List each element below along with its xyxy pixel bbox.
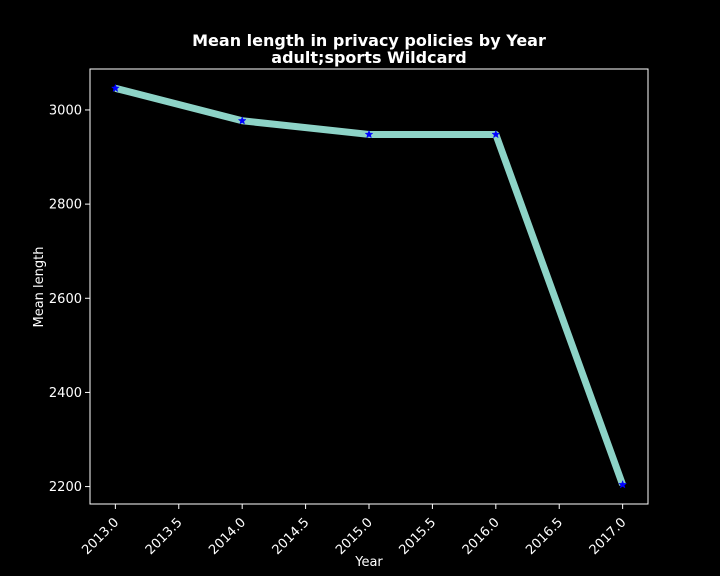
y-tick-label: 2400: [49, 386, 82, 401]
x-tick-label: 2016.5: [523, 515, 566, 558]
x-axis-label: Year: [354, 555, 383, 570]
y-tick-label: 2800: [49, 198, 82, 213]
x-tick-label: 2015.5: [396, 515, 439, 558]
data-point-star: [237, 116, 247, 125]
x-tick-label: 2013.0: [79, 515, 122, 558]
x-tick-label: 2014.0: [206, 515, 249, 558]
data-point-star: [491, 129, 501, 139]
plot-area: 2013.0 2013.5 2014.0 2014.5 2015.0 2015.5 2016…: [49, 68, 649, 558]
y-tick-label: 3000: [49, 103, 82, 118]
x-tick-label: 2017.0: [587, 515, 630, 558]
series-line: [114, 84, 626, 486]
x-tick-label: 2016.0: [460, 515, 503, 558]
data-point-star: [618, 479, 628, 489]
x-tick-label: 2014.5: [270, 515, 313, 558]
y-axis-label: Mean length: [32, 247, 47, 328]
y-tick-label: 2200: [49, 480, 82, 495]
chart-subtitle: adult;sports Wildcard: [271, 48, 466, 67]
data-point-star: [364, 129, 374, 139]
y-tick-label: 2600: [49, 292, 82, 307]
chart-title: Mean length in privacy policies by Year: [192, 31, 546, 50]
data-point-star: [110, 83, 120, 93]
x-tick-label: 2013.5: [143, 515, 186, 558]
x-tick-label: 2015.0: [333, 515, 376, 558]
